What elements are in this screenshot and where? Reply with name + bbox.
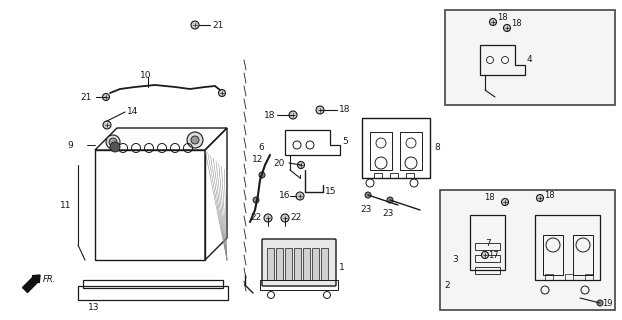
Circle shape <box>253 197 259 203</box>
Bar <box>294 248 301 280</box>
Bar <box>545 274 553 280</box>
Text: 7: 7 <box>485 238 491 247</box>
Text: 18: 18 <box>485 194 495 203</box>
Circle shape <box>103 93 109 100</box>
Text: 13: 13 <box>88 303 100 313</box>
Circle shape <box>264 214 272 222</box>
Text: 21: 21 <box>212 20 223 29</box>
Bar <box>475 243 500 250</box>
Bar <box>260 280 338 290</box>
Bar <box>95 150 205 260</box>
Bar <box>312 248 319 280</box>
Bar <box>475 255 500 262</box>
Circle shape <box>103 121 111 129</box>
Circle shape <box>481 252 488 259</box>
Bar <box>267 248 274 280</box>
Circle shape <box>597 300 603 306</box>
Bar <box>585 274 593 280</box>
Circle shape <box>537 195 544 202</box>
Text: 22: 22 <box>290 213 301 222</box>
Text: 1: 1 <box>339 262 345 271</box>
Bar <box>276 248 283 280</box>
Text: 16: 16 <box>279 191 290 201</box>
Text: 11: 11 <box>60 201 72 210</box>
Text: 2: 2 <box>444 281 450 290</box>
Bar <box>374 173 382 178</box>
Text: 14: 14 <box>127 108 138 116</box>
Text: 10: 10 <box>140 70 152 79</box>
Circle shape <box>297 162 305 169</box>
Bar <box>400 132 422 170</box>
Bar <box>445 10 615 105</box>
Bar <box>78 286 228 300</box>
Circle shape <box>259 172 265 178</box>
Circle shape <box>106 135 120 149</box>
Bar <box>303 248 310 280</box>
Text: 20: 20 <box>274 158 285 167</box>
Bar <box>390 173 398 178</box>
Circle shape <box>289 111 297 119</box>
Text: 18: 18 <box>511 20 522 28</box>
Text: FR.: FR. <box>43 275 57 284</box>
Circle shape <box>110 142 120 152</box>
Text: 4: 4 <box>527 55 532 65</box>
Bar <box>565 274 573 280</box>
Text: 19: 19 <box>602 299 613 308</box>
Circle shape <box>365 192 371 198</box>
Bar <box>83 280 223 288</box>
Text: 23: 23 <box>383 210 394 219</box>
Bar <box>321 248 328 280</box>
Text: 15: 15 <box>325 188 337 196</box>
Text: 5: 5 <box>342 138 348 147</box>
Text: 17: 17 <box>488 251 499 260</box>
Bar <box>440 190 615 310</box>
Circle shape <box>501 198 509 205</box>
Bar <box>573 235 593 275</box>
Circle shape <box>218 90 226 97</box>
Bar <box>285 248 292 280</box>
FancyArrow shape <box>22 275 40 292</box>
Circle shape <box>191 21 199 29</box>
Bar <box>470 215 505 270</box>
Bar <box>362 118 430 178</box>
Text: 18: 18 <box>264 110 275 119</box>
Text: 9: 9 <box>67 140 73 149</box>
Circle shape <box>191 136 199 144</box>
Circle shape <box>503 25 511 31</box>
Text: 6: 6 <box>258 143 264 153</box>
Bar <box>543 235 563 275</box>
Bar <box>370 132 392 170</box>
Circle shape <box>281 214 289 222</box>
Text: 3: 3 <box>452 255 458 265</box>
Circle shape <box>187 132 203 148</box>
Text: 18: 18 <box>497 13 508 22</box>
Text: 18: 18 <box>544 191 555 201</box>
Circle shape <box>490 19 496 26</box>
Text: 18: 18 <box>339 106 351 115</box>
Circle shape <box>316 106 324 114</box>
Circle shape <box>109 138 117 146</box>
Bar <box>535 215 600 280</box>
Text: 12: 12 <box>252 156 263 164</box>
Text: 8: 8 <box>434 143 440 153</box>
Bar <box>475 267 500 274</box>
Circle shape <box>296 192 304 200</box>
FancyBboxPatch shape <box>262 239 336 286</box>
Text: 23: 23 <box>360 204 372 213</box>
Text: 22: 22 <box>251 213 262 222</box>
Text: 21: 21 <box>81 92 92 101</box>
Bar <box>406 173 414 178</box>
Circle shape <box>387 197 393 203</box>
